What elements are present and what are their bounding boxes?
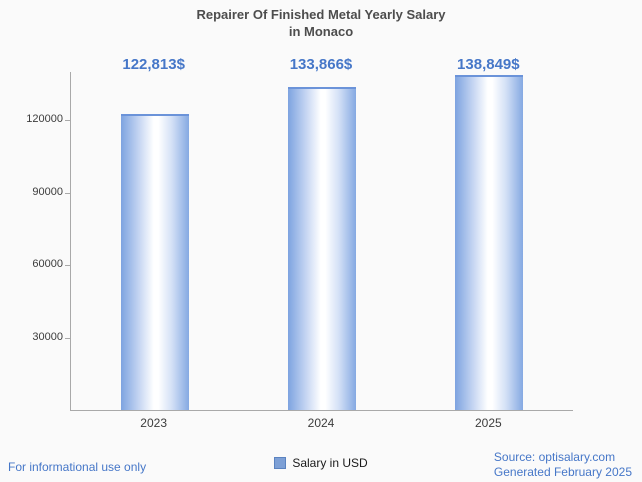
generated-text: Generated February 2025 bbox=[493, 465, 632, 479]
legend-label: Salary in USD bbox=[292, 456, 368, 470]
plot-area: 30000 60000 90000 120000 bbox=[26, 72, 573, 411]
y-tick-label: 60000 bbox=[32, 258, 63, 271]
y-tick-mark bbox=[65, 265, 71, 267]
chart-title-line2: in Monaco bbox=[288, 24, 354, 39]
x-axis-labels: 2023 2024 2025 bbox=[70, 416, 572, 432]
x-label-2025: 2025 bbox=[474, 416, 502, 430]
y-tick-mark bbox=[65, 337, 71, 339]
disclaimer-text: For informational use only bbox=[8, 460, 147, 474]
legend-swatch-icon bbox=[274, 457, 287, 469]
x-label-2023: 2023 bbox=[140, 416, 168, 430]
y-tick-label: 30000 bbox=[32, 330, 63, 343]
bar-2024 bbox=[288, 86, 356, 410]
y-tick-mark bbox=[65, 120, 71, 122]
y-tick-mark bbox=[65, 192, 71, 194]
chart-title: Repairer Of Finished Metal Yearly Salary… bbox=[0, 6, 642, 40]
value-label-2023: 122,813$ bbox=[122, 56, 185, 73]
value-label-2025: 138,849$ bbox=[457, 56, 520, 73]
y-tick-label: 90000 bbox=[32, 185, 63, 198]
value-label-row: 122,813$ 133,866$ 138,849$ bbox=[70, 56, 570, 74]
x-label-2024: 2024 bbox=[307, 416, 335, 430]
value-label-2024: 133,866$ bbox=[289, 56, 353, 73]
source-block: Source: optisalary.com Generated Februar… bbox=[494, 450, 632, 480]
bar-2023 bbox=[120, 113, 189, 410]
bar-2025 bbox=[455, 74, 524, 410]
chart-title-line1: Repairer Of Finished Metal Yearly Salary bbox=[196, 7, 446, 22]
y-tick-label: 120000 bbox=[26, 113, 63, 126]
source-text: Source: optisalary.com bbox=[493, 450, 616, 464]
legend: Salary in USD bbox=[0, 456, 642, 470]
